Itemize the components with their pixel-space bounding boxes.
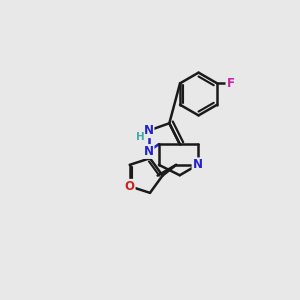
Text: N: N bbox=[143, 145, 154, 158]
Text: N: N bbox=[193, 158, 202, 171]
Text: H: H bbox=[136, 132, 145, 142]
Text: N: N bbox=[143, 124, 154, 137]
Text: O: O bbox=[124, 180, 135, 193]
Text: F: F bbox=[226, 77, 235, 90]
